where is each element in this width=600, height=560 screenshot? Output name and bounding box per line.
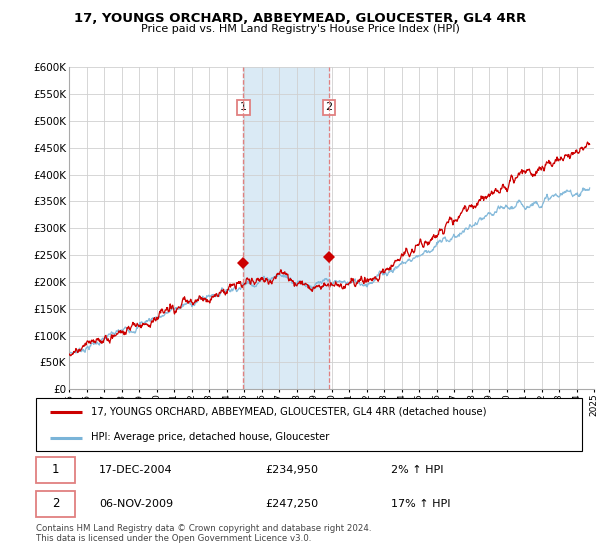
Text: Price paid vs. HM Land Registry's House Price Index (HPI): Price paid vs. HM Land Registry's House … (140, 24, 460, 34)
Text: 17, YOUNGS ORCHARD, ABBEYMEAD, GLOUCESTER, GL4 4RR: 17, YOUNGS ORCHARD, ABBEYMEAD, GLOUCESTE… (74, 12, 526, 25)
FancyBboxPatch shape (36, 491, 76, 517)
Text: 2: 2 (52, 497, 59, 510)
Text: 1: 1 (52, 463, 59, 476)
Bar (244, 67, 329, 389)
Text: 17% ↑ HPI: 17% ↑ HPI (391, 499, 451, 509)
Text: 2% ↑ HPI: 2% ↑ HPI (391, 465, 443, 475)
Text: HPI: Average price, detached house, Gloucester: HPI: Average price, detached house, Glou… (91, 432, 329, 442)
Text: £234,950: £234,950 (265, 465, 319, 475)
Text: 2: 2 (325, 102, 332, 113)
Text: 06-NOV-2009: 06-NOV-2009 (99, 499, 173, 509)
FancyBboxPatch shape (36, 457, 76, 483)
Text: 1: 1 (240, 102, 247, 113)
Text: 17, YOUNGS ORCHARD, ABBEYMEAD, GLOUCESTER, GL4 4RR (detached house): 17, YOUNGS ORCHARD, ABBEYMEAD, GLOUCESTE… (91, 407, 486, 417)
Text: 17-DEC-2004: 17-DEC-2004 (99, 465, 172, 475)
Text: £247,250: £247,250 (265, 499, 319, 509)
Text: Contains HM Land Registry data © Crown copyright and database right 2024.
This d: Contains HM Land Registry data © Crown c… (36, 524, 371, 543)
